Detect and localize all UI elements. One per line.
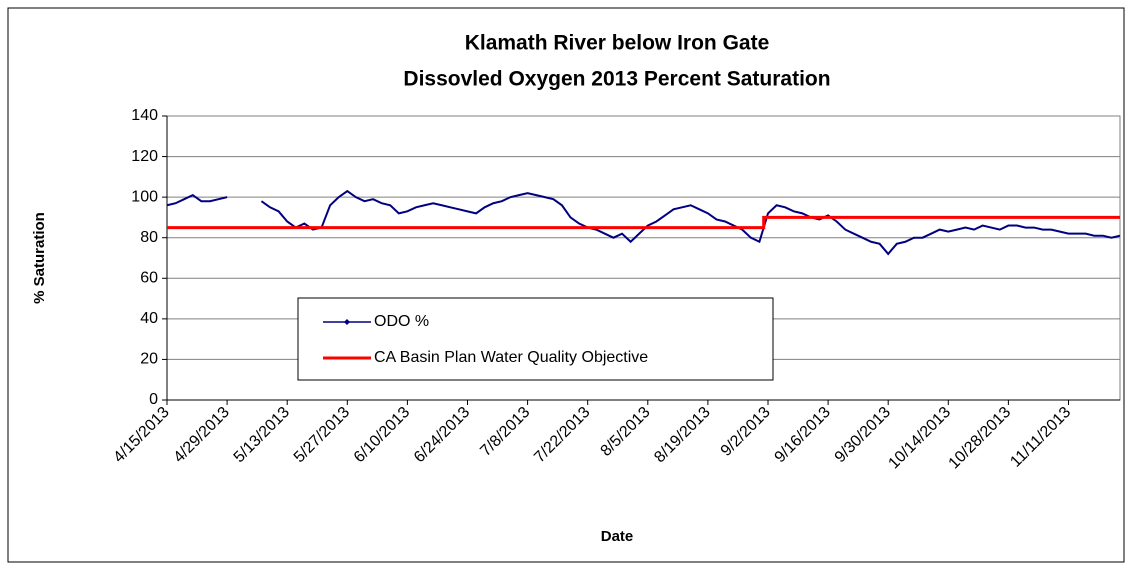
y-tick-label: 20 <box>140 351 158 368</box>
x-axis-title: Date <box>601 528 634 545</box>
y-tick-label: 120 <box>131 148 158 165</box>
legend-label: ODO % <box>374 313 429 330</box>
data-line <box>166 189 1121 256</box>
y-tick-label: 0 <box>149 391 158 408</box>
chart-title: Klamath River below Iron Gate <box>465 32 770 55</box>
chart-subtitle: Dissovled Oxygen 2013 Percent Saturation <box>403 68 830 91</box>
y-tick-label: 60 <box>140 270 158 287</box>
legend-label: CA Basin Plan Water Quality Objective <box>374 349 648 366</box>
legend-box <box>297 297 774 381</box>
y-tick-label: 40 <box>140 310 158 327</box>
data-line <box>167 215 1120 230</box>
y-tick-label: 140 <box>131 107 158 124</box>
y-tick-label: 80 <box>140 229 158 246</box>
legend-marker <box>344 319 350 325</box>
y-axis-title: % Saturation <box>31 212 48 304</box>
y-tick-label: 100 <box>131 188 158 205</box>
